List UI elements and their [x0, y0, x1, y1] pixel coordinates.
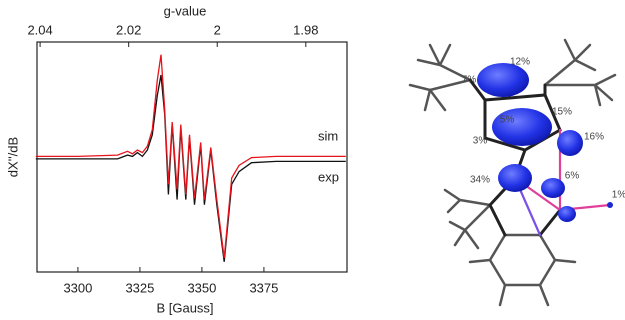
spin-density-label: 16%: [584, 132, 604, 143]
spin-density-label: 7%: [462, 75, 477, 86]
spin-density-label: 34%: [470, 175, 490, 186]
spin-density-label: 15%: [552, 107, 572, 118]
molecule: [410, 40, 615, 305]
x-tick-label: 3325: [125, 280, 154, 295]
spin-density-label: 3%: [473, 136, 488, 147]
x2-tick-label: 1.98: [293, 22, 318, 37]
x2-axis-label: g-value: [164, 3, 207, 18]
x-tick-label: 3375: [249, 280, 278, 295]
spin-density-label: 1%: [612, 190, 625, 201]
x2-tick-label: 2.04: [27, 22, 52, 37]
x-axis-label: B [Gauss]: [156, 300, 213, 315]
spin-density-label: 6%: [565, 171, 580, 182]
series-label: sim: [318, 128, 338, 143]
x-tick-label: 3350: [187, 280, 216, 295]
spectrum-line: [36, 55, 346, 258]
y-axis-label: dX''/dB: [5, 137, 20, 177]
spin-density-label: 12%: [510, 57, 530, 68]
spin-density-label: 5%: [500, 115, 515, 126]
series-label: exp: [318, 169, 339, 184]
x2-tick-label: 2: [214, 22, 221, 37]
figure: g-value B [Gauss] dX''/dB 3300 3325 3350 33…: [0, 0, 625, 320]
x2-tick-label: 2.02: [116, 22, 141, 37]
spectrum-line: [36, 75, 346, 262]
x-tick-label: 3300: [63, 280, 92, 295]
